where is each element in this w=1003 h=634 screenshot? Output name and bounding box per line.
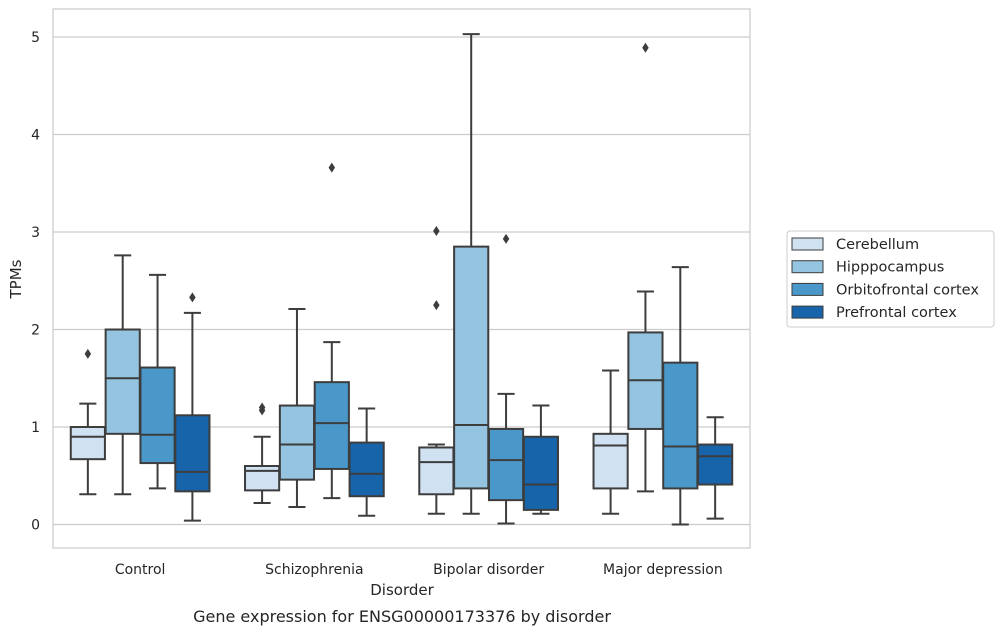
box-3-0 [174,292,211,522]
box-body [662,361,699,490]
outlier-point [502,233,510,244]
box-0-1 [244,402,281,505]
x-tick-label: Control [115,562,166,578]
box-body [453,245,490,490]
x-tick-label: Major depression [603,562,723,578]
legend: Cerebellum Hipppocampus Orbitofrontal cort… [786,230,995,328]
box-body [348,441,385,498]
box-body [174,414,211,493]
y-tick-label: 2 [31,323,40,339]
box-3-3 [697,416,734,520]
box-body [418,446,455,496]
outlier-point [258,402,266,413]
y-tick-labels: 0 1 2 3 4 5 [31,30,40,534]
box-1-2 [453,33,490,515]
boxes [69,33,734,526]
box-1-3 [627,42,664,493]
legend-swatch [791,305,824,319]
outlier-point [328,162,336,173]
x-tick-label: Bipolar disorder [433,562,544,578]
legend-frame [786,230,995,328]
y-axis-title: TPMs [7,259,25,299]
box-2-1 [313,162,350,500]
box-2-2 [487,233,525,525]
y-tick-label: 5 [31,30,40,46]
box-body [487,427,525,502]
box-body [313,381,350,470]
legend-swatch [791,282,824,296]
box-3-1 [348,407,385,517]
box-1-0 [104,254,141,496]
legend-swatch [791,260,824,274]
box-body [69,426,106,461]
box-3-2 [522,404,559,515]
legend-label: Cerebellum [836,237,919,253]
legend-label: Orbitofrontal cortex [836,282,979,298]
x-tick-label: Schizophrenia [265,562,363,578]
legend-label: Hipppocampus [836,260,944,276]
box-body [104,328,141,435]
box-body [244,465,281,492]
legend-swatch [791,237,824,251]
box-1-1 [278,308,316,508]
box-0-2 [418,226,455,515]
box-0-3 [592,369,629,515]
outlier-point [84,348,92,359]
legend-label: Prefrontal cortex [836,305,957,321]
plot-frame [52,8,751,549]
outlier-point [433,300,440,311]
box-body [697,443,734,486]
outlier-point [189,292,196,303]
x-tick-labels: Control Schizophrenia Bipolar disorder Majo… [115,562,723,578]
outlier-point [642,42,649,53]
box-body [522,435,559,511]
box-body [139,366,176,465]
box-body [592,432,629,490]
y-tick-label: 0 [31,518,40,534]
x-axis-title: Disorder [370,581,434,599]
box-body [278,404,316,481]
y-tick-label: 3 [31,225,40,241]
y-tick-label: 1 [31,420,40,436]
figure-caption: Gene expression for ENSG00000173376 by d… [193,607,611,626]
outlier-point [433,226,440,237]
box-2-3 [662,266,699,526]
box-2-0 [139,273,176,490]
box-0-0 [69,348,106,496]
y-tick-label: 4 [31,128,40,144]
